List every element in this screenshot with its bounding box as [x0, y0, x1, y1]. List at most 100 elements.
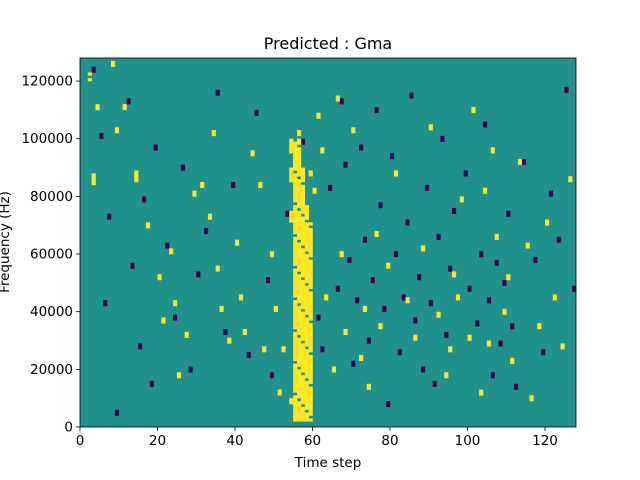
heatmap-cell-high: [552, 294, 557, 298]
y-tick-label: 100000: [21, 131, 73, 147]
heatmap-band-cell: [297, 187, 302, 191]
heatmap-cell-high: [161, 317, 166, 321]
heatmap-band-cell: [304, 326, 309, 330]
heatmap-cell-high: [91, 173, 96, 177]
heatmap-band-cell: [304, 328, 309, 333]
heatmap-cell-high: [192, 193, 197, 197]
heatmap-cell-low: [533, 256, 538, 261]
heatmap-band-cell: [293, 251, 298, 255]
heatmap-cell-high: [169, 248, 174, 252]
heatmap-band-cell: [308, 389, 313, 393]
heatmap-band-cell: [297, 274, 302, 278]
heatmap-band-cell: [304, 291, 309, 295]
heatmap-cell-low: [378, 202, 383, 206]
y-axis-ticks: 0 20000 40000 60000 80000 100000 120000: [21, 74, 80, 436]
heatmap-cell-low: [126, 98, 131, 102]
heatmap-band-cell: [297, 317, 302, 321]
heatmap-cell-high: [479, 392, 484, 396]
heatmap-band-cell: [304, 303, 309, 307]
heatmap-band-cell: [293, 415, 298, 419]
heatmap-band-cell: [293, 343, 298, 347]
heatmap-cell-low: [335, 285, 340, 289]
heatmap-band-cell: [293, 372, 298, 376]
y-tick-label: 40000: [30, 304, 73, 320]
heatmap-band-cell: [297, 199, 302, 203]
heatmap-band-cell: [300, 406, 306, 410]
heatmap-cell-low: [99, 132, 104, 137]
heatmap-band-cell: [300, 401, 306, 405]
heatmap-background: [80, 58, 576, 427]
heatmap-cell-high: [455, 294, 461, 298]
heatmap-band-cell: [308, 343, 313, 347]
heatmap-cell-high: [114, 130, 120, 134]
heatmap-band-cell: [308, 305, 313, 310]
heatmap-band-cell: [297, 288, 302, 292]
heatmap-band-cell: [297, 291, 302, 295]
heatmap-cell-high: [215, 268, 220, 272]
heatmap-band-cell: [297, 222, 302, 226]
heatmap-cell-low: [180, 167, 185, 171]
heatmap-cell-low: [359, 144, 364, 148]
heatmap-band-cell: [308, 282, 313, 287]
heatmap-band-cell: [293, 406, 298, 410]
heatmap-cell-low: [223, 331, 228, 336]
heatmap-band-cell: [300, 331, 306, 336]
heatmap-band-cell: [297, 196, 302, 200]
heatmap-band-cell: [289, 144, 294, 148]
heatmap-cell-high: [161, 320, 166, 324]
heatmap-cell-high: [215, 265, 220, 269]
heatmap-band-cell: [293, 268, 298, 272]
heatmap-band-cell: [308, 395, 313, 399]
heatmap-cell-low: [498, 343, 503, 347]
x-tick-label: 0: [76, 433, 85, 449]
heatmap-cell-low: [320, 349, 325, 353]
heatmap-band-cell: [300, 409, 306, 413]
heatmap-cell-high: [273, 308, 278, 312]
heatmap-band-cell: [304, 233, 309, 238]
heatmap-cell-high: [273, 305, 278, 310]
heatmap-cell-high: [145, 222, 151, 226]
heatmap-band-cell: [308, 251, 313, 255]
heatmap-band-cell: [308, 236, 313, 240]
heatmap-band-cell: [297, 153, 302, 157]
heatmap-band-cell: [308, 265, 313, 269]
heatmap-band-cell: [308, 230, 313, 235]
y-axis-label: Frequency (Hz): [0, 191, 13, 293]
heatmap-band-cell: [304, 305, 309, 310]
heatmap-band-cell: [300, 314, 306, 318]
heatmap-band-cell: [304, 334, 309, 338]
heatmap-band-cell: [293, 230, 298, 235]
heatmap-cell-high: [459, 196, 464, 200]
heatmap-band-cell: [297, 328, 302, 333]
heatmap-cell-high: [486, 343, 492, 347]
heatmap-cell-high: [386, 262, 391, 266]
heatmap-band-cell: [293, 256, 298, 261]
heatmap-band-cell: [297, 354, 302, 359]
heatmap-band-cell: [293, 144, 298, 148]
heatmap-band-cell: [300, 323, 306, 327]
heatmap-cell-high: [308, 170, 313, 174]
heatmap-band-cell: [293, 225, 298, 229]
heatmap-band-cell: [293, 213, 298, 217]
heatmap-cell-high: [235, 239, 240, 243]
heatmap-cell-low: [204, 230, 209, 235]
heatmap-band-cell: [308, 291, 313, 295]
heatmap-cell-low: [486, 300, 492, 304]
heatmap-band-cell: [304, 317, 309, 321]
heatmap-band-cell: [308, 331, 313, 336]
heatmap-band-cell: [300, 271, 306, 275]
heatmap-band-cell: [297, 259, 302, 263]
heatmap-band-cell: [293, 409, 298, 413]
heatmap-band-cell: [300, 398, 306, 402]
heatmap-cell-high: [467, 334, 472, 338]
heatmap-band-cell: [293, 288, 298, 292]
heatmap-cell-high: [537, 323, 542, 327]
heatmap-cell-low: [498, 340, 503, 344]
heatmap-band-cell: [293, 285, 298, 289]
heatmap-band-cell: [297, 279, 302, 284]
heatmap-cell-high: [545, 222, 550, 226]
heatmap-cell-low: [421, 366, 426, 370]
heatmap-cell-low: [514, 386, 519, 390]
plot-area: [80, 58, 577, 427]
heatmap-band-cell: [304, 366, 309, 370]
